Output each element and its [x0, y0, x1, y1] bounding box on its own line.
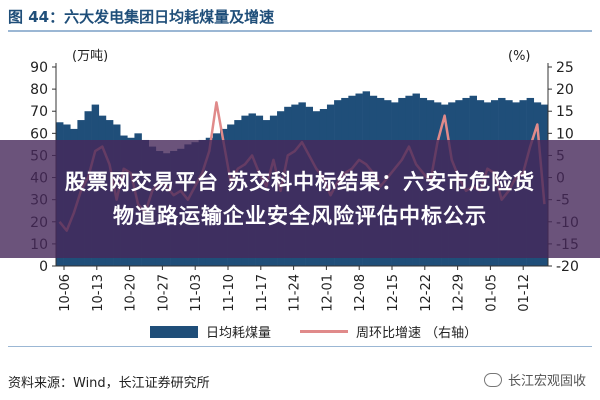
x-tick-label: 11-17 [255, 274, 270, 312]
legend-line-label: 周环比增速 （右轴） [356, 326, 478, 341]
left-tick-label: 60 [30, 126, 48, 142]
x-tick-label: 12-22 [419, 274, 434, 312]
left-tick-label: 80 [30, 82, 48, 98]
chart-legend: 日均耗煤量 周环比增速 （右轴） [0, 316, 600, 342]
right-tick-label: 20 [556, 82, 574, 98]
right-tick-label: 10 [556, 126, 574, 142]
right-tick-label: 15 [556, 104, 574, 120]
left-tick-label: 0 [39, 259, 48, 275]
brand-watermark: 长江宏观固收 [483, 370, 586, 389]
wechat-icon [483, 372, 502, 387]
overlay-line-2: 物道路运输企业安全风险评估中标公示 [113, 204, 487, 228]
legend-bar-label: 日均耗煤量 [206, 326, 272, 341]
x-tick-label: 12-08 [353, 274, 368, 312]
x-tick-label: 01-05 [484, 274, 499, 312]
legend-line-swatch [300, 330, 348, 333]
right-axis-unit: (%) [508, 49, 531, 64]
left-tick-label: 70 [30, 104, 48, 120]
x-tick-label: 12-15 [386, 274, 401, 312]
x-tick-label: 01-12 [517, 274, 532, 312]
left-tick-label: 90 [30, 60, 48, 76]
headline-overlay: 股票网交易平台 苏交科中标结果：六安市危险货 物道路运输企业安全风险评估中标公示 [0, 140, 600, 258]
legend-bar-swatch [150, 325, 198, 338]
source-note: 资料来源：Wind，长江证券研究所 [8, 376, 210, 391]
x-tick-label: 10-20 [124, 274, 139, 312]
x-tick-label: 11-24 [288, 274, 303, 312]
right-tick-label: -20 [556, 259, 579, 275]
footer-divider [8, 346, 592, 347]
left-axis-unit: (万吨) [72, 49, 108, 64]
overlay-line-1: 股票网交易平台 苏交科中标结果：六安市危险货 [64, 170, 536, 194]
x-tick-label: 10-13 [91, 274, 106, 312]
x-tick-label: 12-01 [320, 274, 335, 312]
x-tick-label: 12-29 [452, 274, 467, 312]
brand-name: 长江宏观固收 [507, 374, 586, 389]
title-divider [8, 30, 592, 32]
x-tick-label: 10-06 [58, 274, 73, 312]
chart-title: 图 44：六大发电集团日均耗煤量及增速 [8, 8, 275, 26]
legend-item-bar: 日均耗煤量 [150, 322, 271, 341]
x-tick-label: 10-27 [156, 274, 171, 312]
x-tick-label: 11-10 [222, 274, 237, 312]
x-tick-label: 11-03 [189, 274, 204, 312]
right-tick-label: 25 [556, 60, 574, 76]
legend-item-line: 周环比增速 （右轴） [300, 322, 477, 341]
